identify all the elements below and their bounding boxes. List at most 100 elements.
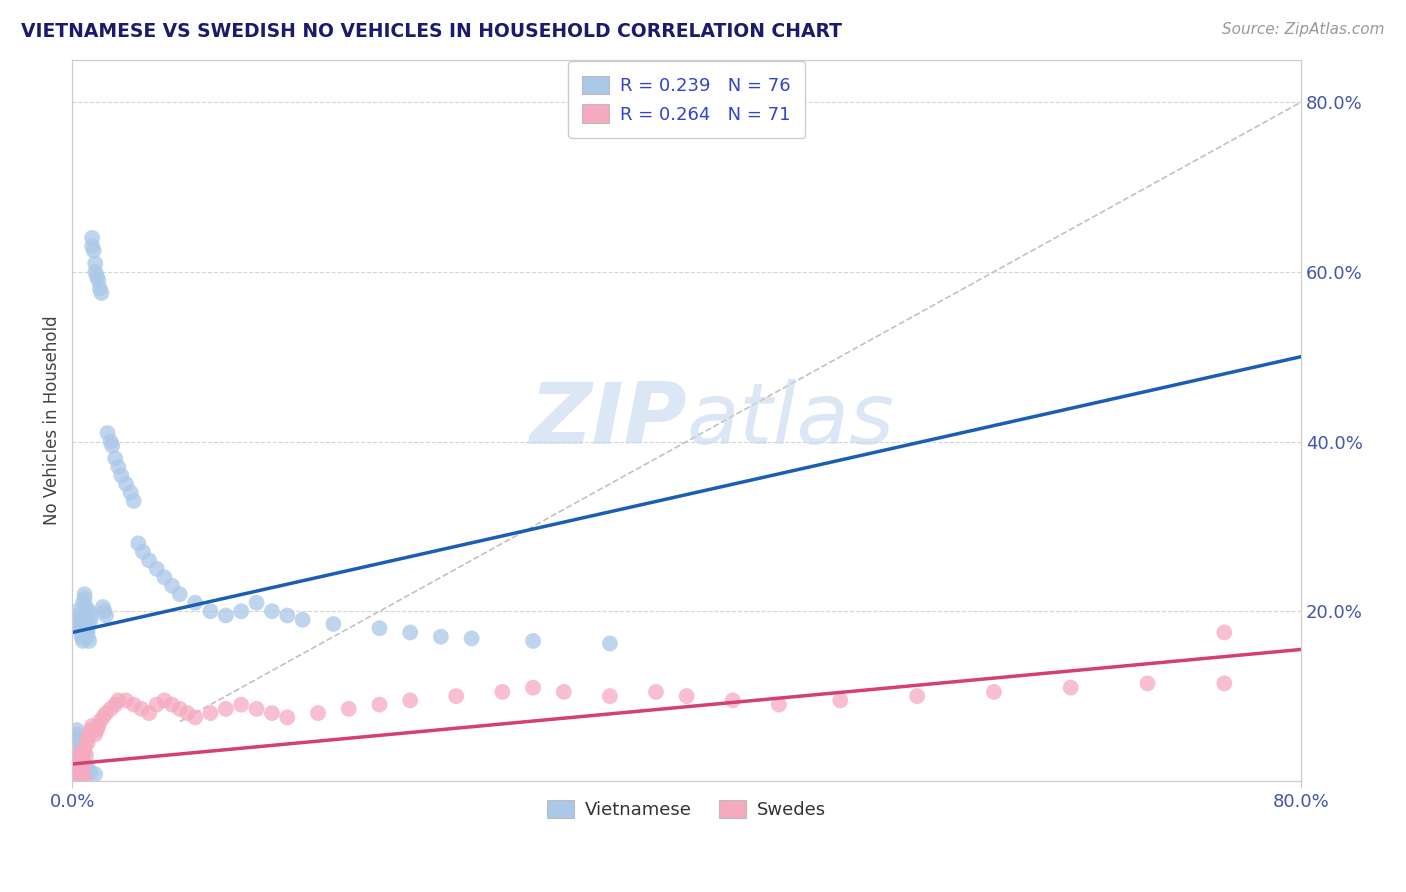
Point — [77, 727, 100, 741]
Point — [72, 753, 94, 767]
Point — [200, 706, 222, 720]
Point — [97, 425, 120, 440]
Point — [322, 617, 344, 632]
Point — [86, 723, 108, 737]
Point — [100, 434, 122, 449]
Point — [84, 727, 107, 741]
Point — [66, 723, 89, 737]
Point — [82, 231, 104, 245]
Text: VIETNAMESE VS SWEDISH NO VEHICLES IN HOUSEHOLD CORRELATION CHART: VIETNAMESE VS SWEDISH NO VEHICLES IN HOU… — [21, 22, 842, 41]
Point — [69, 772, 91, 786]
Point — [72, 634, 94, 648]
Point — [184, 596, 207, 610]
Point — [66, 770, 89, 784]
Point — [84, 256, 107, 270]
Point — [70, 748, 93, 763]
Point — [72, 757, 94, 772]
Point — [87, 273, 110, 287]
Point — [73, 772, 96, 786]
Point — [75, 600, 97, 615]
Point — [76, 761, 98, 775]
Point — [115, 693, 138, 707]
Point — [90, 285, 112, 300]
Point — [66, 731, 89, 746]
Point — [89, 282, 111, 296]
Point — [104, 698, 127, 712]
Point — [132, 545, 155, 559]
Point — [66, 757, 89, 772]
Point — [491, 685, 513, 699]
Point — [905, 689, 928, 703]
Point — [307, 706, 329, 720]
Point — [72, 596, 94, 610]
Point — [89, 714, 111, 729]
Point — [160, 698, 183, 712]
Point — [122, 698, 145, 712]
Point — [76, 625, 98, 640]
Point — [79, 723, 101, 737]
Point — [67, 608, 90, 623]
Point — [73, 739, 96, 754]
Point — [1213, 676, 1236, 690]
Point — [430, 630, 453, 644]
Text: ZIP: ZIP — [529, 379, 686, 462]
Point — [399, 693, 422, 707]
Point — [69, 613, 91, 627]
Point — [1060, 681, 1083, 695]
Point — [768, 698, 790, 712]
Point — [84, 265, 107, 279]
Point — [291, 613, 314, 627]
Point — [276, 710, 298, 724]
Point — [231, 698, 253, 712]
Point — [84, 767, 107, 781]
Point — [79, 765, 101, 780]
Point — [368, 621, 391, 635]
Point — [82, 719, 104, 733]
Point — [77, 604, 100, 618]
Point — [73, 744, 96, 758]
Point — [76, 630, 98, 644]
Point — [94, 608, 117, 623]
Point — [245, 596, 267, 610]
Point — [120, 485, 142, 500]
Point — [830, 693, 852, 707]
Point — [460, 632, 482, 646]
Text: atlas: atlas — [686, 379, 894, 462]
Point — [72, 761, 94, 775]
Point — [70, 753, 93, 767]
Point — [100, 702, 122, 716]
Point — [76, 731, 98, 746]
Point — [522, 634, 544, 648]
Point — [184, 710, 207, 724]
Point — [101, 439, 124, 453]
Point — [67, 764, 90, 778]
Point — [176, 706, 198, 720]
Point — [79, 608, 101, 623]
Point — [91, 710, 114, 724]
Point — [73, 587, 96, 601]
Point — [66, 753, 89, 767]
Point — [73, 591, 96, 606]
Point — [69, 617, 91, 632]
Point — [368, 698, 391, 712]
Point — [67, 767, 90, 781]
Point — [79, 613, 101, 627]
Point — [70, 625, 93, 640]
Point — [160, 579, 183, 593]
Point — [67, 739, 90, 754]
Point — [76, 621, 98, 635]
Point — [231, 604, 253, 618]
Point — [87, 719, 110, 733]
Point — [83, 244, 105, 258]
Point — [104, 451, 127, 466]
Point — [169, 702, 191, 716]
Point — [73, 757, 96, 772]
Point — [599, 689, 621, 703]
Point — [110, 468, 132, 483]
Point — [115, 477, 138, 491]
Point — [70, 772, 93, 786]
Point — [66, 604, 89, 618]
Point — [145, 562, 167, 576]
Y-axis label: No Vehicles in Household: No Vehicles in Household — [44, 316, 60, 525]
Point — [82, 239, 104, 253]
